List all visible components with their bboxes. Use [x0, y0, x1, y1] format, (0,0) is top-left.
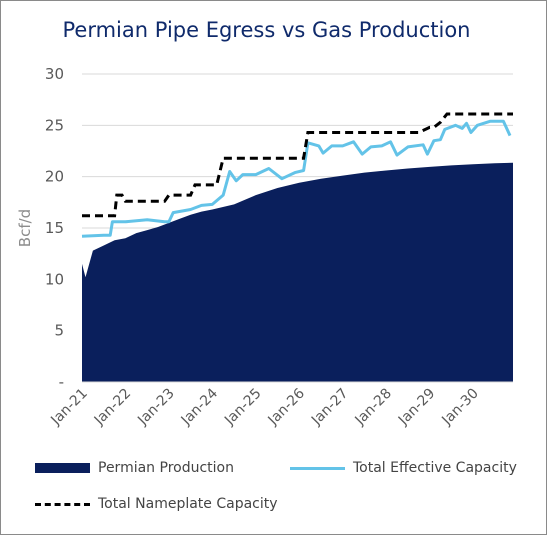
- y-tick-label: -: [59, 373, 64, 391]
- legend-swatch-production: [35, 463, 90, 473]
- y-tick-label: 20: [45, 168, 64, 186]
- x-tick-label: Jan-24: [178, 385, 222, 429]
- y-tick-label: 15: [45, 219, 64, 237]
- y-tick-label: 25: [45, 116, 64, 134]
- x-tick-label: Jan-29: [395, 386, 438, 429]
- legend-swatch-nameplate: [35, 502, 90, 506]
- legend-swatch-effective: [290, 466, 345, 470]
- y-tick-label: 5: [54, 322, 64, 340]
- x-tick-label: Jan-25: [221, 386, 264, 429]
- legend-label-effective: Total Effective Capacity: [353, 460, 517, 476]
- y-tick-label: 30: [45, 65, 64, 83]
- legend-item-production: Permian Production: [35, 460, 234, 476]
- chart-title: Permian Pipe Egress vs Gas Production: [62, 18, 471, 42]
- y-tick-label: 10: [45, 270, 64, 288]
- x-tick-label: Jan-30: [438, 386, 481, 429]
- x-tick-label: Jan-28: [352, 386, 395, 429]
- y-axis-label: Bcf/d: [16, 209, 34, 247]
- x-tick-label: Jan-21: [47, 386, 90, 429]
- x-tick-label: Jan-26: [265, 385, 309, 429]
- legend-label-nameplate: Total Nameplate Capacity: [98, 496, 278, 512]
- x-tick-label: Jan-23: [134, 386, 177, 429]
- production-area: [82, 162, 513, 382]
- nameplate-capacity-line: [82, 112, 513, 218]
- legend-item-nameplate: Total Nameplate Capacity: [35, 496, 278, 512]
- legend-item-effective: Total Effective Capacity: [290, 460, 517, 476]
- x-tick-label: Jan-22: [91, 386, 134, 429]
- legend-label-production: Permian Production: [98, 460, 234, 476]
- effective-capacity-line: [81, 119, 512, 238]
- x-tick-label: Jan-27: [308, 386, 351, 429]
